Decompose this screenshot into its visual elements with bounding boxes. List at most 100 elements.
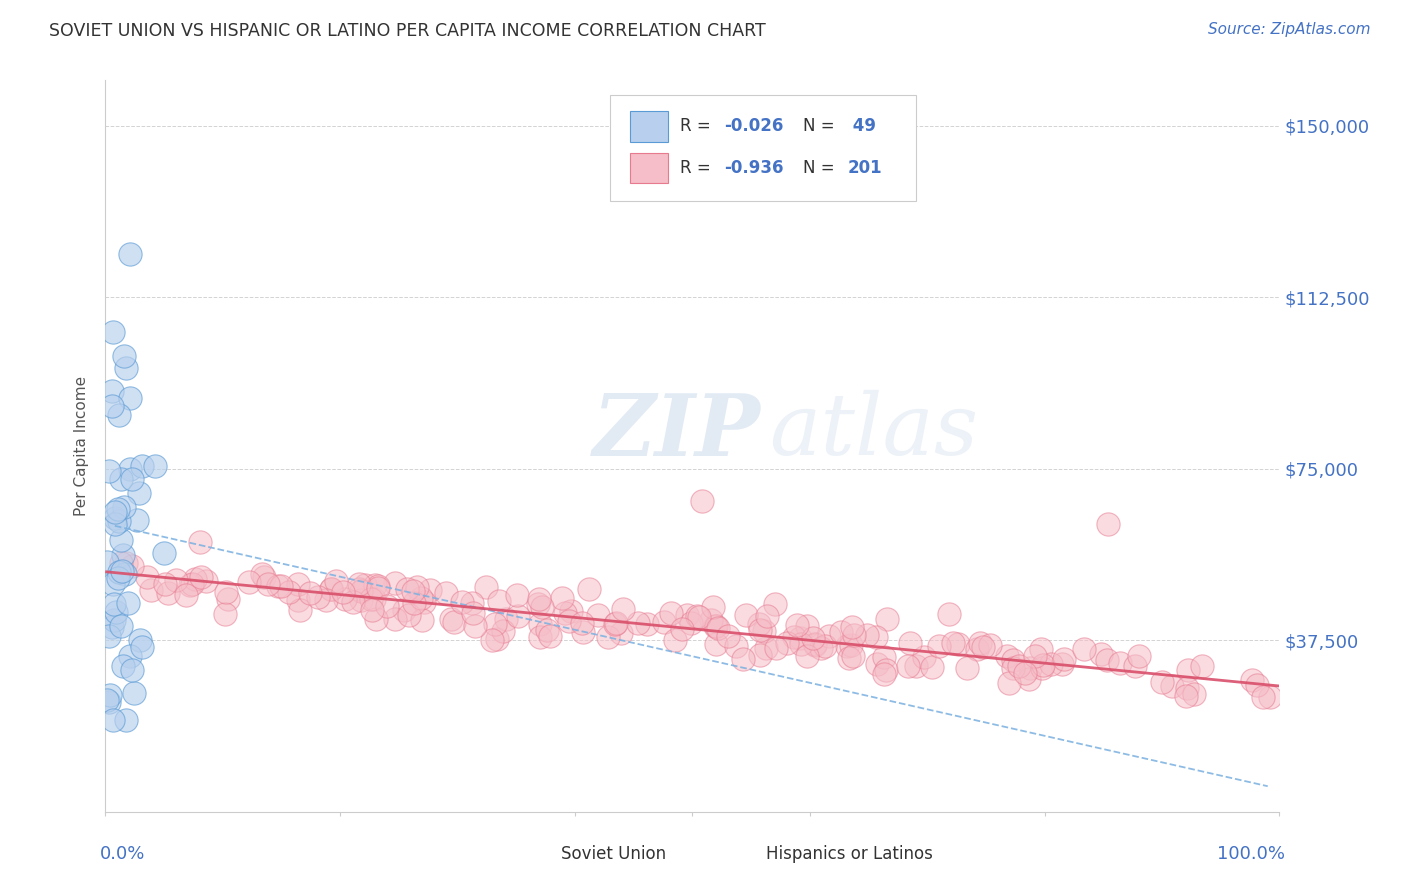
Point (350, 593, 373, 607)
Point (972, 640, 994, 655)
Text: ZIP: ZIP (593, 390, 761, 473)
Point (384, 575, 406, 590)
Point (96, 693, 118, 707)
Point (121, 559, 143, 574)
Point (139, 583, 162, 598)
Point (1073, 641, 1095, 656)
Point (876, 612, 898, 626)
Point (111, 658, 134, 673)
Point (928, 640, 950, 654)
Text: Source: ZipAtlas.com: Source: ZipAtlas.com (1208, 22, 1371, 37)
Point (605, 616, 627, 631)
Point (1258, 690, 1281, 704)
Point (101, 384, 124, 398)
Point (841, 620, 863, 634)
Point (103, 325, 125, 339)
Point (325, 574, 347, 588)
Point (690, 493, 713, 508)
Point (110, 619, 132, 633)
Point (1019, 661, 1042, 675)
Point (103, 613, 125, 627)
Point (530, 600, 553, 615)
Point (419, 582, 441, 597)
Point (966, 642, 988, 657)
Point (190, 570, 212, 584)
Point (654, 615, 676, 629)
Point (1246, 678, 1268, 692)
Point (754, 624, 776, 638)
Point (749, 648, 772, 662)
Point (107, 571, 129, 585)
Point (506, 608, 529, 623)
Point (605, 615, 627, 630)
Point (536, 623, 558, 637)
Point (979, 639, 1001, 653)
Point (554, 607, 576, 621)
Point (905, 658, 928, 673)
Point (434, 585, 457, 599)
Point (463, 619, 485, 633)
Point (998, 676, 1021, 690)
Point (112, 349, 135, 363)
Point (115, 714, 138, 728)
Point (121, 663, 143, 677)
Point (702, 599, 724, 614)
Point (396, 582, 419, 597)
Point (763, 597, 786, 611)
Point (152, 546, 174, 560)
Point (118, 247, 141, 261)
Point (384, 612, 406, 626)
Point (267, 579, 290, 593)
Point (844, 628, 866, 642)
Point (118, 462, 141, 476)
Point (440, 612, 463, 626)
Point (112, 500, 135, 514)
Point (1001, 661, 1024, 675)
Point (835, 639, 858, 653)
Point (107, 502, 129, 516)
Point (188, 535, 211, 549)
Point (342, 595, 364, 609)
Point (804, 639, 827, 653)
Point (796, 618, 818, 632)
Point (252, 570, 274, 584)
Point (572, 625, 595, 640)
Point (1095, 653, 1118, 667)
Text: 100.0%: 100.0% (1218, 845, 1285, 863)
Point (578, 582, 600, 597)
Point (112, 548, 135, 562)
Point (734, 607, 756, 622)
Y-axis label: Per Capita Income: Per Capita Income (75, 376, 90, 516)
Point (332, 585, 354, 599)
Point (1008, 658, 1031, 673)
Point (1191, 658, 1213, 673)
Point (156, 586, 179, 600)
Point (636, 616, 658, 631)
Point (299, 586, 322, 600)
Point (756, 608, 779, 623)
Point (100, 399, 122, 413)
Point (179, 578, 201, 592)
Point (217, 592, 239, 607)
Text: 0.0%: 0.0% (100, 845, 145, 863)
Point (398, 607, 420, 622)
Point (1002, 653, 1025, 667)
Point (349, 584, 371, 599)
Point (942, 636, 965, 650)
Point (319, 582, 342, 596)
Point (347, 577, 370, 591)
Point (955, 661, 977, 675)
FancyBboxPatch shape (630, 153, 668, 184)
Point (749, 624, 772, 638)
Point (120, 391, 142, 405)
Point (571, 615, 593, 630)
Point (461, 596, 484, 610)
Point (114, 566, 136, 581)
Point (366, 612, 388, 626)
Point (98, 695, 121, 709)
Point (214, 607, 236, 622)
Point (1050, 657, 1073, 672)
Point (215, 585, 238, 599)
Point (278, 585, 301, 599)
Point (783, 630, 806, 644)
